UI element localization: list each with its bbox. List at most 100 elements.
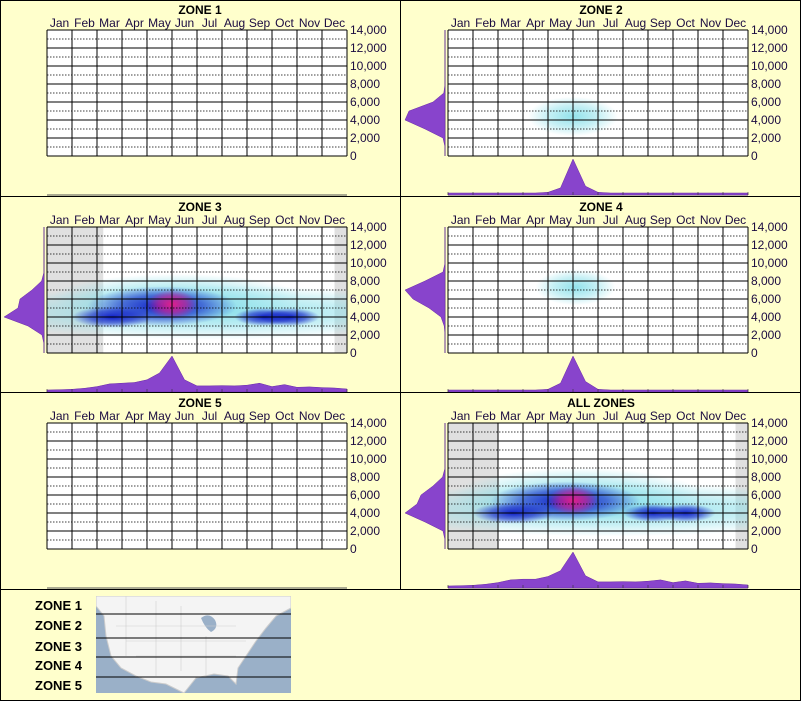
zone-legend: ZONE 1 ZONE 2 ZONE 3 ZONE 4 ZONE 5 <box>0 591 801 701</box>
zone-label: ZONE 3 <box>35 639 82 654</box>
month-label: Jan <box>451 213 470 227</box>
month-label: Sep <box>249 16 271 30</box>
month-label: Apr <box>125 409 144 423</box>
y-tick-label: 0 <box>751 542 758 556</box>
month-density <box>46 355 348 393</box>
y-tick-label: 6,000 <box>350 95 380 109</box>
month-label: Jul <box>603 409 618 423</box>
y-tick-label: 12,000 <box>350 238 387 252</box>
y-tick-label: 4,000 <box>751 113 781 127</box>
month-label: Feb <box>475 409 496 423</box>
month-label: Aug <box>224 16 245 30</box>
month-label: Feb <box>74 213 95 227</box>
month-label: Aug <box>625 409 646 423</box>
y-tick-label: 6,000 <box>751 488 781 502</box>
month-label: Aug <box>224 409 245 423</box>
month-label: May <box>549 213 572 227</box>
y-tick-label: 0 <box>751 346 758 360</box>
month-label: Apr <box>526 213 545 227</box>
y-tick-label: 10,000 <box>751 256 788 270</box>
y-tick-label: 14,000 <box>751 416 788 430</box>
month-density <box>447 355 749 393</box>
month-label: May <box>148 409 171 423</box>
month-label: Mar <box>500 213 521 227</box>
y-tick-label: 10,000 <box>751 452 788 466</box>
divider <box>400 0 401 590</box>
y-tick-label: 2,000 <box>350 328 380 342</box>
zone-label: ZONE 4 <box>35 658 82 673</box>
y-tick-label: 14,000 <box>751 23 788 37</box>
month-label: Nov <box>299 16 320 30</box>
y-tick-label: 2,000 <box>751 524 781 538</box>
heat-blob <box>535 269 616 306</box>
divider <box>0 589 801 590</box>
y-tick-label: 14,000 <box>350 23 387 37</box>
y-tick-label: 6,000 <box>350 292 380 306</box>
month-label: Sep <box>249 409 271 423</box>
altitude-density <box>404 30 446 156</box>
divider <box>0 392 801 393</box>
month-label: Oct <box>676 409 695 423</box>
y-tick-label: 12,000 <box>350 41 387 55</box>
month-label: Nov <box>299 213 320 227</box>
month-label: Apr <box>526 409 545 423</box>
map-lakes <box>201 615 217 632</box>
month-label: Jul <box>202 213 217 227</box>
month-label: Feb <box>74 16 95 30</box>
y-tick-label: 4,000 <box>350 113 380 127</box>
month-label: May <box>549 409 572 423</box>
month-label: Nov <box>700 213 721 227</box>
month-label: Aug <box>625 213 646 227</box>
month-label: Dec <box>725 16 746 30</box>
month-label: Jan <box>50 213 69 227</box>
month-label: Sep <box>650 213 672 227</box>
heatmap-panel: ZONE 3 Jan Feb Mar Apr May Jun Jul Aug Sep Oct Nov D… <box>0 197 400 393</box>
altitude-density <box>404 423 446 549</box>
month-density <box>447 158 749 196</box>
month-label: Mar <box>500 409 521 423</box>
month-label: Jan <box>50 16 69 30</box>
month-label: Oct <box>275 409 294 423</box>
y-tick-label: 0 <box>350 149 357 163</box>
month-label: Feb <box>475 16 496 30</box>
y-tick-label: 10,000 <box>751 59 788 73</box>
month-label: Apr <box>125 16 144 30</box>
month-label: Jun <box>175 213 194 227</box>
heatmap-panel: ZONE 5 Jan Feb Mar Apr May Jun Jul Aug Sep Oct Nov D… <box>0 393 400 589</box>
panel-title: ZONE 4 <box>579 200 623 214</box>
month-label: Jan <box>451 16 470 30</box>
y-tick-label: 4,000 <box>751 506 781 520</box>
heatmap-panel: ALL ZONES Jan Feb Mar Apr May Jun Jul Aug Sep Oct N… <box>401 393 801 589</box>
y-tick-label: 4,000 <box>350 506 380 520</box>
y-tick-label: 2,000 <box>751 328 781 342</box>
y-tick-label: 6,000 <box>751 95 781 109</box>
month-label: Aug <box>625 16 646 30</box>
y-tick-label: 0 <box>350 542 357 556</box>
month-label: Dec <box>725 409 746 423</box>
month-label: Jan <box>50 409 69 423</box>
month-label: Nov <box>299 409 320 423</box>
month-label: Jun <box>576 16 595 30</box>
y-tick-label: 0 <box>350 346 357 360</box>
month-label: Mar <box>99 16 120 30</box>
month-label: Jan <box>451 409 470 423</box>
month-label: Mar <box>99 409 120 423</box>
heatmap-panel: ZONE 1 Jan Feb Mar Apr May Jun Jul Aug Sep Oct Nov D… <box>0 0 400 196</box>
month-label: Feb <box>74 409 95 423</box>
panel-title: ZONE 5 <box>178 396 222 410</box>
y-tick-label: 14,000 <box>350 220 387 234</box>
heatmap-panel: ZONE 4 Jan Feb Mar Apr May Jun Jul Aug Sep Oct Nov D… <box>401 197 801 393</box>
y-tick-label: 8,000 <box>350 274 380 288</box>
month-label: Dec <box>324 409 345 423</box>
month-density <box>447 551 749 589</box>
month-label: Oct <box>676 16 695 30</box>
divider <box>0 196 801 197</box>
month-label: Dec <box>324 213 345 227</box>
y-tick-label: 8,000 <box>751 77 781 91</box>
y-tick-label: 10,000 <box>350 452 387 466</box>
panel-title: ALL ZONES <box>567 396 635 410</box>
month-label: Apr <box>125 213 144 227</box>
y-tick-label: 8,000 <box>350 77 380 91</box>
month-label: Nov <box>700 16 721 30</box>
map-land <box>96 596 291 693</box>
